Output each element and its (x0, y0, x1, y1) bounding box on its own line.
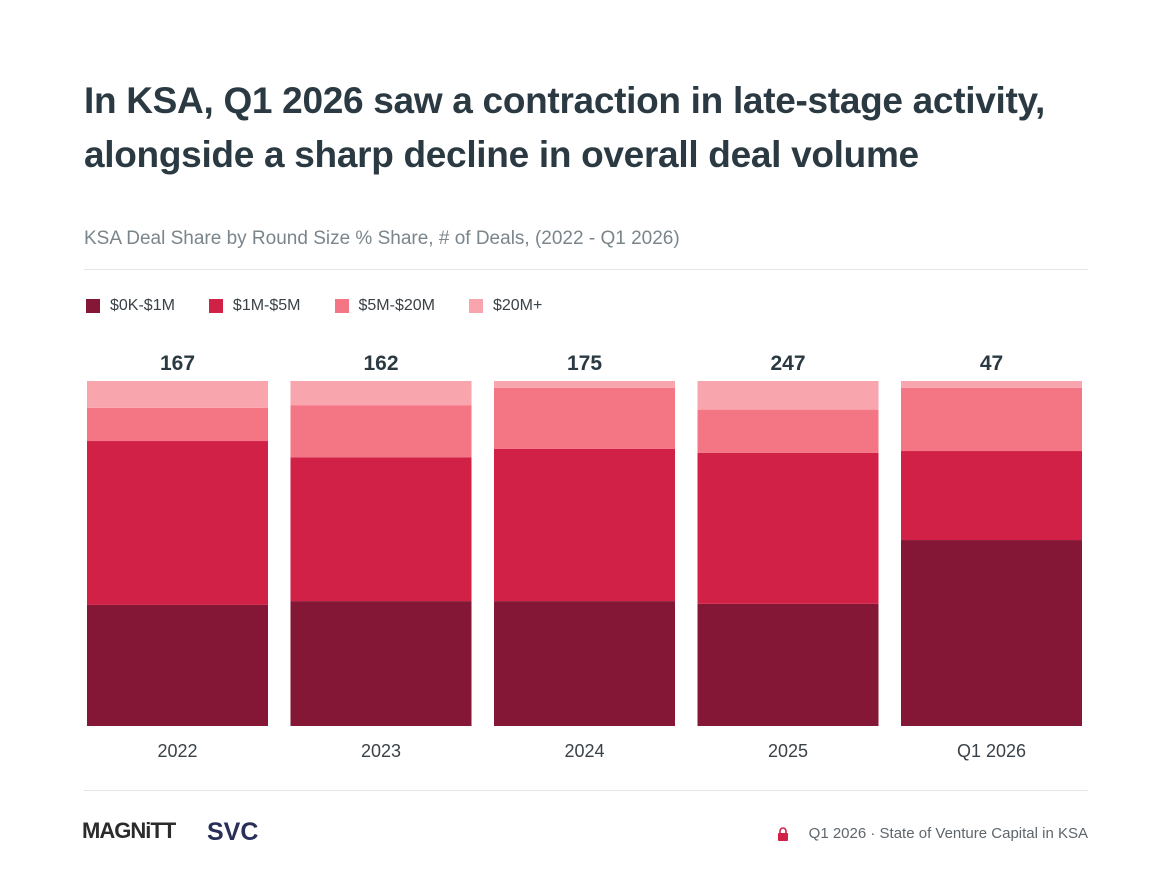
divider (84, 269, 1088, 270)
x-tick-label: 2025 (768, 741, 808, 761)
total-label: 175 (567, 352, 602, 375)
legend-swatch (86, 299, 100, 313)
lock-icon (777, 826, 788, 841)
bar-segment (494, 601, 675, 726)
bar-segment (697, 452, 879, 604)
bar-segment (901, 387, 1082, 452)
total-label: 162 (363, 352, 398, 375)
legend-swatch (208, 299, 223, 313)
bar-segment (290, 405, 472, 458)
bar-segment (290, 457, 472, 602)
bar-segment (494, 448, 675, 602)
x-tick-label: 2023 (361, 741, 401, 761)
legend-item: $1M-$5M (208, 297, 301, 315)
divider (84, 790, 1088, 791)
legend-swatch (468, 299, 483, 313)
magnitt-logo: MAGNiTT (82, 818, 176, 843)
bar-segment (697, 409, 879, 453)
bar-segment (87, 381, 268, 408)
bar-segment (87, 604, 268, 726)
legend: $0K-$1M $1M-$5M $5M-$20M $20M+ (86, 297, 542, 315)
legend-label: $0K-$1M (110, 297, 175, 314)
report-label: Q1 2026 · State of Venture Capital in KS… (808, 825, 1088, 842)
bar-segment (494, 381, 675, 388)
bar-segment (697, 603, 879, 726)
x-tick-label: Q1 2026 (957, 741, 1026, 761)
bar-segment (901, 540, 1082, 726)
legend-label: $20M+ (492, 297, 543, 314)
total-label: 247 (770, 352, 805, 375)
bar-segment (697, 381, 879, 410)
bar-segment (901, 451, 1082, 541)
legend-item: $0K-$1M (86, 297, 175, 315)
total-label: 47 (980, 352, 1003, 375)
legend-item: $20M+ (468, 297, 543, 315)
legend-label: $5M-$20M (358, 297, 435, 314)
bar-segment (290, 601, 472, 726)
bar-segment (901, 381, 1082, 388)
page-title: In KSA, Q1 2026 saw a contraction in lat… (84, 80, 1045, 175)
x-tick-label: 2024 (564, 741, 604, 761)
footer-report: Q1 2026 · State of Venture Capital in KS… (777, 825, 1088, 842)
bar-segment (87, 441, 268, 605)
x-tick-label: 2022 (157, 741, 197, 761)
bar-segment (290, 381, 472, 406)
legend-swatch (334, 299, 349, 313)
legend-label: $1M-$5M (232, 297, 301, 314)
svc-logo: SVC (207, 818, 259, 846)
bar-segment (494, 387, 675, 449)
stacked-bar-chart: 167 2022 162 2023 175 2024 247 2025 47 Q1 2026 (87, 352, 1082, 761)
chart-subtitle: KSA Deal Share by Round Size % Share, # … (84, 228, 680, 249)
legend-item: $5M-$20M (334, 297, 435, 315)
total-label: 167 (160, 352, 195, 375)
bar-segment (87, 407, 268, 442)
